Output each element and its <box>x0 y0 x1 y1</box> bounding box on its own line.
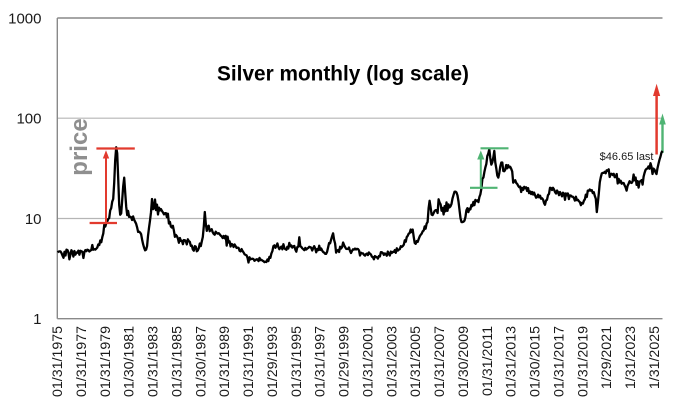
svg-text:Silver monthly (log scale): Silver monthly (log scale) <box>217 63 469 86</box>
svg-text:01/31/1985: 01/31/1985 <box>169 326 185 397</box>
svg-text:01/31/1983: 01/31/1983 <box>146 326 162 397</box>
svg-text:01/31/2001: 01/31/2001 <box>360 326 376 397</box>
svg-text:01/31/1989: 01/31/1989 <box>217 326 233 397</box>
svg-text:01/30/2015: 01/30/2015 <box>528 326 544 397</box>
svg-text:10: 10 <box>25 211 42 228</box>
svg-text:01/29/1999: 01/29/1999 <box>337 326 353 397</box>
svg-text:01/31/2003: 01/31/2003 <box>384 326 400 397</box>
svg-text:01/31/2019: 01/31/2019 <box>575 326 591 397</box>
svg-text:1: 1 <box>33 311 41 328</box>
svg-text:price: price <box>66 118 93 175</box>
svg-text:01/31/1991: 01/31/1991 <box>241 326 257 397</box>
svg-text:01/29/1993: 01/29/1993 <box>265 326 281 397</box>
svg-text:01/30/2009: 01/30/2009 <box>456 326 472 397</box>
svg-text:100: 100 <box>16 111 41 128</box>
svg-text:$46.65 last: $46.65 last <box>600 151 654 163</box>
svg-text:1/29/2021: 1/29/2021 <box>599 326 615 389</box>
svg-text:01/31/2011: 01/31/2011 <box>480 326 496 396</box>
svg-text:01/31/1975: 01/31/1975 <box>50 326 66 397</box>
svg-text:01/31/1997: 01/31/1997 <box>313 326 329 397</box>
svg-text:01/31/1979: 01/31/1979 <box>98 326 114 397</box>
svg-text:01/31/2007: 01/31/2007 <box>432 326 448 397</box>
svg-text:01/31/2005: 01/31/2005 <box>408 326 424 397</box>
svg-text:01/31/2013: 01/31/2013 <box>504 326 520 397</box>
svg-text:1/31/2023: 1/31/2023 <box>623 326 639 389</box>
svg-text:01/31/1995: 01/31/1995 <box>289 326 305 397</box>
svg-text:01/30/1987: 01/30/1987 <box>193 326 209 397</box>
svg-text:01/30/1981: 01/30/1981 <box>122 326 138 397</box>
svg-text:01/31/1977: 01/31/1977 <box>74 326 90 397</box>
svg-text:1/31/2025: 1/31/2025 <box>647 326 663 389</box>
svg-text:1000: 1000 <box>8 10 41 27</box>
svg-text:01/31/2017: 01/31/2017 <box>552 326 568 397</box>
